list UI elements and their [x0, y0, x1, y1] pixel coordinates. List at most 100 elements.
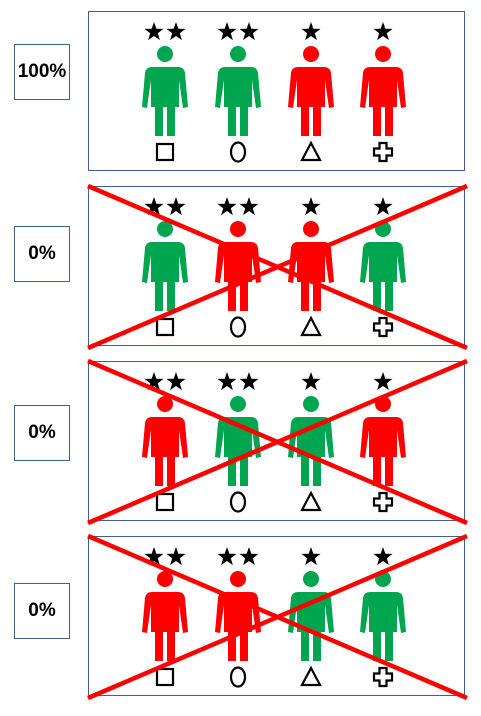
person-left-leg [373, 629, 381, 661]
cross-line-2 [87, 183, 468, 351]
star-icon [217, 547, 237, 566]
cross-shape-symbol [372, 141, 394, 163]
cross-shape-symbol [372, 666, 394, 688]
person-right-leg [240, 104, 248, 136]
star-icon [217, 372, 237, 391]
person-slot-3 [288, 197, 334, 337]
person-head [157, 46, 173, 62]
person-slot-2 [215, 547, 261, 688]
person-left-leg [301, 279, 309, 311]
person-head [157, 221, 173, 237]
person-slot-1 [142, 547, 188, 687]
person-right-leg [167, 279, 175, 311]
person-right-leg [240, 454, 248, 486]
star-icon [301, 372, 321, 391]
row-3-percentage-label: 0% [14, 405, 70, 461]
person-head [230, 221, 246, 237]
person-head [303, 46, 319, 62]
row-4-panel [87, 533, 468, 701]
person-body [288, 417, 334, 458]
row-3-figure-svg [87, 358, 468, 526]
star-icon [373, 22, 393, 41]
triangle-symbol [300, 490, 322, 512]
person-right-leg [313, 279, 321, 311]
person-right-leg [313, 104, 321, 136]
person-head [303, 396, 319, 412]
person-body [288, 592, 334, 633]
person-slot-1 [142, 22, 188, 162]
star-icon [301, 547, 321, 566]
person-body [360, 592, 406, 633]
star-icon [301, 22, 321, 41]
person-body [215, 242, 261, 283]
cross-shape-symbol [372, 316, 394, 338]
person-left-leg [373, 279, 381, 311]
person-body [142, 417, 188, 458]
star-icon [144, 22, 164, 41]
person-slot-2 [215, 372, 261, 513]
person-left-leg [301, 629, 309, 661]
star-icon [166, 372, 186, 391]
person-slot-3 [288, 372, 334, 512]
person-left-leg [301, 104, 309, 136]
star-icon [239, 372, 259, 391]
person-head [157, 571, 173, 587]
person-head [230, 571, 246, 587]
person-slot-4 [360, 197, 406, 338]
circle-symbol [229, 141, 247, 163]
person-slot-2 [215, 197, 261, 338]
person-body [288, 67, 334, 108]
star-icon [373, 547, 393, 566]
cross-out-mark [87, 183, 468, 351]
row-4-percentage-label: 0% [14, 583, 70, 639]
star-icon [144, 197, 164, 216]
person-slot-1 [142, 372, 188, 512]
person-left-leg [228, 104, 236, 136]
star-icon [239, 22, 259, 41]
person-right-leg [167, 454, 175, 486]
circle-symbol [229, 316, 247, 338]
star-icon [239, 197, 259, 216]
person-slot-4 [360, 22, 406, 163]
row-1-figure-svg [142, 22, 406, 163]
person-right-leg [313, 454, 321, 486]
person-body [360, 242, 406, 283]
row-4-figure-svg [87, 533, 468, 701]
person-right-leg [385, 454, 393, 486]
person-left-leg [373, 104, 381, 136]
person-left-leg [155, 454, 163, 486]
star-icon [239, 547, 259, 566]
person-left-leg [155, 629, 163, 661]
star-icon [166, 547, 186, 566]
person-right-leg [167, 104, 175, 136]
triangle-symbol [300, 665, 322, 687]
row-1-percentage-label: 100% [14, 44, 70, 100]
person-slot-2 [215, 22, 261, 163]
star-icon [373, 197, 393, 216]
person-left-leg [228, 279, 236, 311]
star-icon [217, 22, 237, 41]
person-right-leg [385, 279, 393, 311]
square-symbol [155, 667, 175, 687]
person-body [215, 67, 261, 108]
person-left-leg [228, 629, 236, 661]
star-icon [301, 197, 321, 216]
person-head [303, 221, 319, 237]
star-icon [144, 547, 164, 566]
square-symbol [155, 492, 175, 512]
star-icon [166, 22, 186, 41]
row-2-percentage-label: 0% [14, 226, 70, 282]
cross-line-2 [87, 533, 468, 701]
person-left-leg [373, 454, 381, 486]
square-symbol [155, 317, 175, 337]
person-head [230, 46, 246, 62]
cross-line-2 [87, 358, 468, 526]
row-3-panel [87, 358, 468, 526]
cross-shape-symbol [372, 491, 394, 513]
person-body [215, 417, 261, 458]
person-slot-1 [142, 197, 188, 337]
person-head [303, 571, 319, 587]
person-right-leg [240, 629, 248, 661]
person-head [375, 46, 391, 62]
person-head [230, 396, 246, 412]
